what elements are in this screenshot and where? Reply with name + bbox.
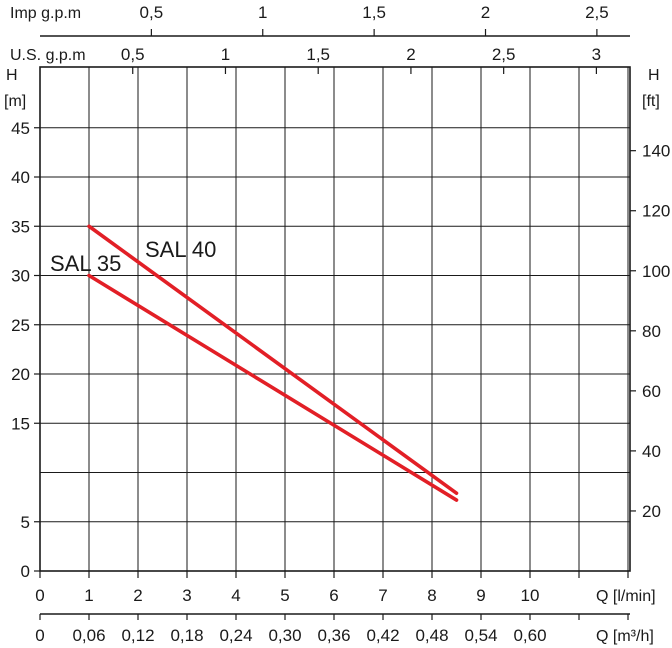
us-gpm-tick-label: 1,5 [306,45,330,64]
x-lmin-tick-label: 1 [84,586,93,605]
series-line-sal-40 [87,224,459,495]
y-left-tick-label: 5 [21,513,30,532]
imp-gpm-tick-label: 1 [258,3,267,22]
imp-gpm-tick-label: 1,5 [362,3,386,22]
us-gpm-tick-label: 2 [406,45,415,64]
y-right-axis-unit: [ft] [642,93,660,110]
x-m3h-tick-label: 0,12 [121,626,154,645]
series-lines [87,224,459,502]
chart-grid [40,67,630,571]
us-gpm-tick-label: 1 [221,45,230,64]
x-m3h-tick-label: 0,54 [464,626,497,645]
plot-frame [39,66,631,572]
y-right-tick-label: 120 [642,202,670,221]
y-left-ticks: 0 5 15 20 25 30 35 40 45 [11,119,40,581]
x-m3h-tick-label: 0,42 [366,626,399,645]
x-m3h-tick-label: 0,24 [219,626,252,645]
y-left-tick-label: 40 [11,168,30,187]
x-lmin-tick-label: 10 [521,586,540,605]
us-gpm-tick-label: 0,5 [121,45,145,64]
x-lmin-tick-label: 5 [280,586,289,605]
x-m3h-tick-label: 0,36 [317,626,350,645]
y-right-axis-title: H [648,67,660,84]
x-m3h-tick-label: 0,48 [415,626,448,645]
us-gpm-tick-label: 3 [592,45,601,64]
x-m3h-ticks: 0 0,06 0,12 0,18 0,24 0,30 0,36 0,42 0,48 0,54 0,6… [35,614,629,645]
x-lmin-ticks: 0 1 2 3 4 5 6 7 8 9 10 [35,571,629,605]
us-gpm-ticks: 0,5 1 1,5 2 2,5 3 [121,45,601,74]
y-right-tick-label: 100 [642,262,670,281]
series-line-sal-35 [87,273,459,502]
y-right-tick-label: 40 [642,442,661,461]
y-left-axis-unit: [m] [4,93,26,110]
y-right-tick-label: 60 [642,382,661,401]
y-left-tick-label: 25 [11,316,30,335]
imp-gpm-tick-label: 2 [481,3,490,22]
imp-gpm-ticks: 0,5 1 1,5 2 2,5 [140,3,609,36]
x-m3h-axis-title: Q [m³/h] [596,628,654,645]
x-m3h-tick-label: 0,06 [72,626,105,645]
x-m3h-tick-label: 0,30 [268,626,301,645]
x-m3h-tick-label: 0,18 [170,626,203,645]
x-m3h-tick-label: 0,60 [513,626,546,645]
y-left-tick-label: 15 [11,414,30,433]
us-gpm-label: U.S. g.p.m [10,47,86,64]
x-lmin-tick-label: 7 [378,586,387,605]
y-left-tick-label: 20 [11,365,30,384]
x-lmin-tick-label: 4 [231,586,240,605]
y-right-tick-label: 140 [642,142,670,161]
us-gpm-tick-label: 2,5 [492,45,516,64]
imp-gpm-label: Imp g.p.m [10,5,81,22]
y-right-ticks: 20 40 60 80 100 120 140 [630,142,670,521]
series-label-sal-35: SAL 35 [50,251,121,276]
x-lmin-tick-label: 8 [427,586,436,605]
series-label-sal-40: SAL 40 [145,237,216,262]
x-lmin-tick-label: 0 [35,586,44,605]
y-left-tick-label: 0 [21,562,30,581]
x-lmin-tick-label: 2 [133,586,142,605]
x-lmin-axis-title: Q [l/min] [596,588,656,605]
x-lmin-tick-label: 6 [329,586,338,605]
y-left-tick-label: 30 [11,267,30,286]
y-right-tick-label: 80 [642,322,661,341]
x-lmin-tick-label: 3 [182,586,191,605]
y-left-tick-label: 35 [11,217,30,236]
x-m3h-tick-label: 0 [35,626,44,645]
y-left-axis-title: H [6,67,18,84]
x-lmin-tick-label: 9 [476,586,485,605]
imp-gpm-tick-label: 0,5 [140,3,164,22]
y-left-tick-label: 45 [11,119,30,138]
y-right-tick-label: 20 [642,502,661,521]
imp-gpm-tick-label: 2,5 [585,3,609,22]
